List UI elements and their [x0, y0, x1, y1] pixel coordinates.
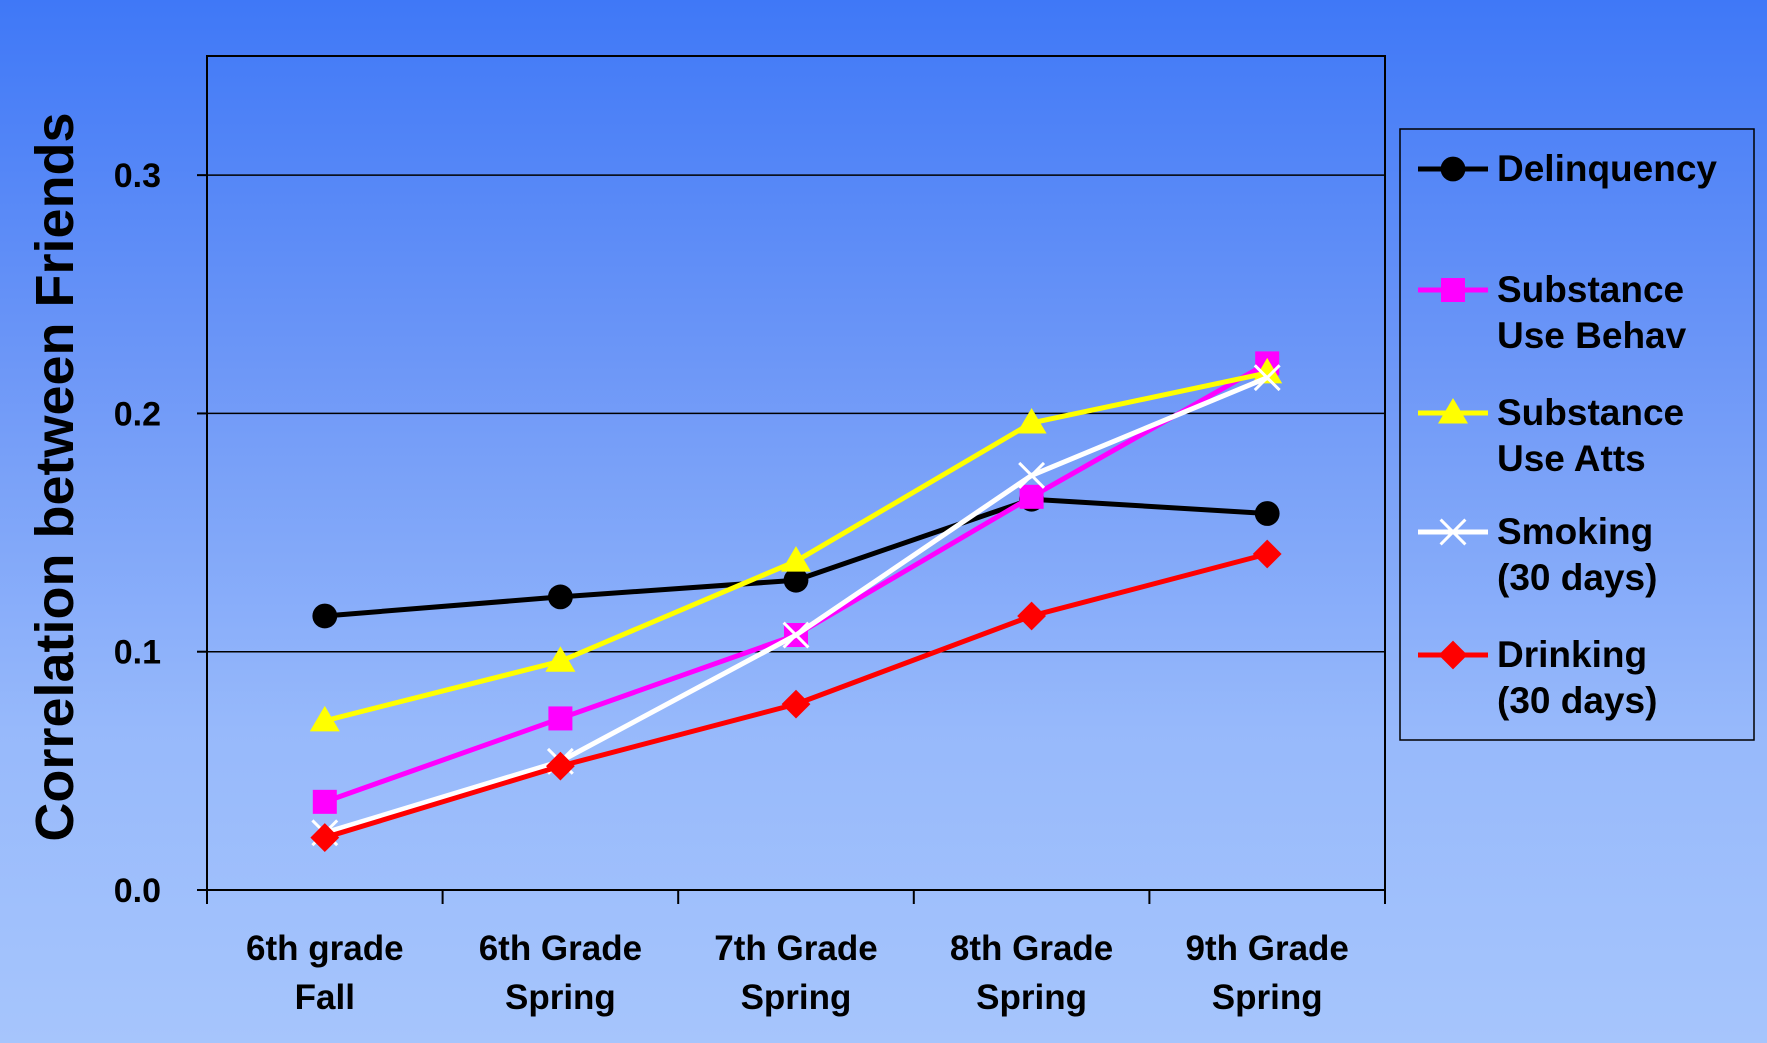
data-point: [548, 706, 573, 731]
x-tick-label: 9th Grade Spring: [1186, 929, 1349, 1017]
x-tick-label: 6th grade Fall: [246, 929, 404, 1017]
legend-label: Substance Use Behav: [1497, 269, 1687, 356]
series-substance-use-atts: [309, 357, 1283, 732]
axes: 0.0 0.1 0.2 0.3 6th grade Fall 6th Grade Spring…: [114, 157, 1386, 1017]
data-point: [545, 646, 576, 672]
series-group: [309, 351, 1283, 852]
y-tick-label: 0.1: [114, 634, 161, 672]
legend-swatch-marker: [1438, 398, 1468, 424]
legend-swatch-marker: [1440, 156, 1466, 182]
legend-label: Smoking (30 days): [1497, 511, 1657, 598]
data-point: [1017, 601, 1046, 631]
data-point: [783, 567, 809, 593]
y-tick-label: 0.2: [114, 395, 161, 433]
x-tick-label: 8th Grade Spring: [950, 929, 1113, 1017]
data-point: [781, 689, 811, 719]
data-point: [1252, 539, 1282, 569]
legend-entry: Substance Use Atts: [1418, 392, 1684, 479]
legend-swatch-marker: [1438, 640, 1468, 670]
data-point: [546, 751, 575, 781]
data-point: [782, 621, 810, 649]
data-point: [1016, 407, 1047, 434]
series-drinking-30-days: [310, 539, 1282, 852]
data-point: [309, 705, 340, 732]
data-point: [1254, 501, 1280, 526]
y-tick-label: 0.0: [114, 872, 161, 910]
legend-box: [1399, 128, 1755, 741]
legend-entry: Smoking (30 days): [1418, 511, 1657, 598]
legend-entry: Delinquency: [1418, 148, 1717, 189]
data-point: [310, 823, 340, 852]
legend-entry: Drinking (30 days): [1418, 634, 1657, 721]
legend-swatch-marker: [1441, 278, 1465, 302]
legend-label: Drinking (30 days): [1497, 634, 1657, 721]
y-axis-title: Correlation between Friends: [25, 112, 85, 841]
plot-area: [206, 55, 1386, 891]
data-point: [1253, 364, 1281, 392]
data-point: [312, 789, 337, 814]
data-point: [312, 603, 338, 629]
data-point: [781, 546, 811, 572]
x-tick-label: 7th Grade Spring: [714, 929, 877, 1017]
legend-label: Delinquency: [1497, 148, 1717, 189]
data-point: [1252, 357, 1283, 384]
y-tick-label: 0.3: [114, 157, 161, 195]
legend: Delinquency Substance Use Behav Substance Us…: [1399, 128, 1755, 741]
legend-swatch-marker: [1439, 518, 1467, 546]
x-tick-label: 6th Grade Spring: [479, 929, 642, 1017]
data-point: [1018, 461, 1046, 489]
legend-entry: Substance Use Behav: [1418, 269, 1687, 356]
legend-label: Substance Use Atts: [1497, 392, 1684, 479]
data-point: [1019, 484, 1044, 509]
data-point: [548, 584, 573, 610]
plot-frame: [206, 55, 1386, 891]
